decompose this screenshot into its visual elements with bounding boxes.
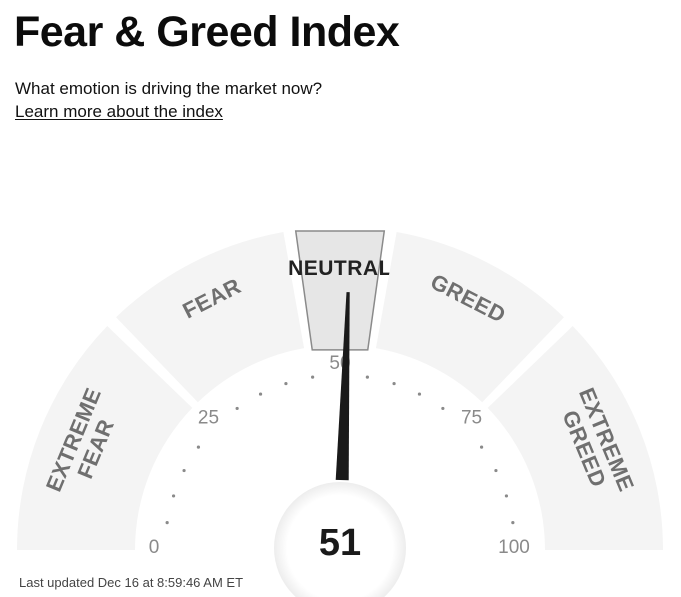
gauge-segment-greed [375, 232, 564, 403]
gauge-tick-dot [235, 406, 239, 411]
gauge-value: 51 [319, 522, 361, 564]
gauge-tick-label-25: 25 [198, 407, 219, 428]
gauge-tick-dot [165, 521, 169, 525]
gauge-label-line: NEUTRAL [288, 257, 392, 280]
gauge-label-neutral: NEUTRAL [288, 257, 392, 280]
gauge-tick-dot [182, 468, 186, 473]
gauge-tick-dots [165, 375, 515, 525]
gauge-tick-label-100: 100 [498, 537, 530, 558]
gauge-hub [274, 482, 406, 597]
last-updated-text: Last updated Dec 16 at 8:59:46 AM ET [19, 575, 244, 590]
gauge-tick-dot [417, 392, 422, 396]
gauge-segment-neutral [294, 230, 386, 351]
gauge-tick-dot [504, 494, 509, 498]
gauge-tick-dot [365, 375, 369, 379]
gauge-tick-dot [479, 445, 484, 449]
learn-more-link[interactable]: Learn more about the index [15, 102, 223, 121]
gauge-tick-label-75: 75 [461, 407, 482, 428]
gauge-tick-dot [171, 494, 176, 498]
gauge-tick-label-0: 0 [149, 537, 160, 558]
page-subtitle: What emotion is driving the market now? [15, 79, 323, 98]
page-title: Fear & Greed Index [14, 8, 400, 56]
gauge-segment-extreme-fear [17, 326, 193, 550]
gauge-tick-dot [392, 381, 396, 386]
gauge-tick-dot [284, 381, 288, 386]
gauge-tick-dot [494, 468, 498, 473]
gauge-segment-fear [116, 232, 305, 403]
gauge-needle-group [335, 292, 350, 481]
gauge-tick-dot [511, 521, 515, 525]
gauge-tick-dot [311, 375, 315, 379]
gauge-tick-dot [258, 392, 263, 396]
gauge-tick-dot [196, 445, 201, 449]
gauge-tick-dot [441, 406, 445, 411]
gauge-segment-extreme-greed [487, 326, 663, 550]
gauge-needle [335, 292, 350, 481]
